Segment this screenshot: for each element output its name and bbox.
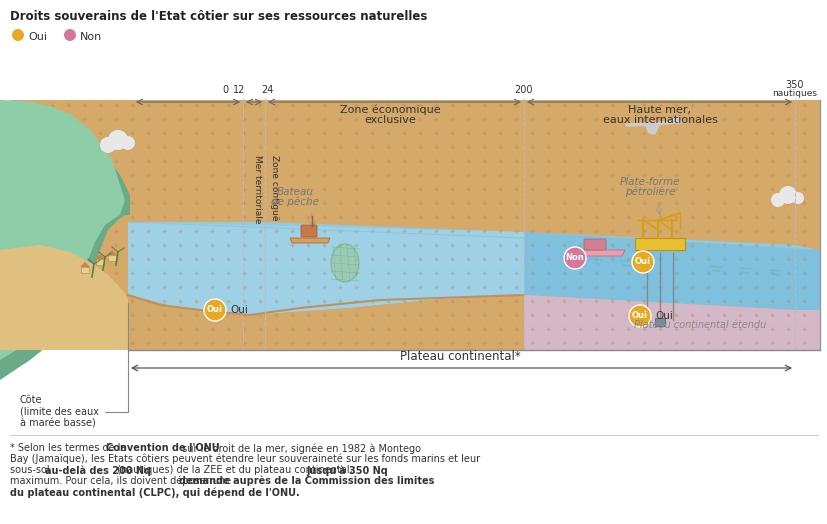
Text: 24: 24: [261, 85, 273, 95]
Polygon shape: [80, 262, 90, 267]
Polygon shape: [523, 232, 819, 310]
Polygon shape: [10, 100, 819, 350]
Text: Oui: Oui: [634, 257, 650, 267]
Polygon shape: [128, 222, 819, 315]
Text: (nautiques) de la ZEE et du plateau continental,: (nautiques) de la ZEE et du plateau cont…: [114, 465, 356, 475]
Text: Plateau continental étendu: Plateau continental étendu: [633, 320, 765, 330]
Circle shape: [108, 130, 128, 150]
Polygon shape: [289, 238, 330, 243]
Circle shape: [563, 247, 586, 269]
Text: Bateau: Bateau: [276, 187, 313, 197]
Text: Haute mer,: Haute mer,: [628, 105, 691, 115]
Bar: [81, 267, 88, 273]
Text: Mer territoriale: Mer territoriale: [253, 155, 261, 224]
Polygon shape: [644, 125, 659, 135]
Text: Côte
(limite des eaux
à marée basse): Côte (limite des eaux à marée basse): [20, 303, 128, 428]
FancyBboxPatch shape: [654, 318, 664, 326]
Text: Droits souverains de l'Etat côtier sur ses ressources naturelles: Droits souverains de l'Etat côtier sur s…: [10, 10, 427, 23]
Text: maximum. Pour cela, ils doivent déposer une: maximum. Pour cela, ils doivent déposer …: [10, 476, 234, 486]
Circle shape: [770, 193, 784, 207]
Circle shape: [631, 251, 653, 273]
Ellipse shape: [331, 244, 359, 282]
Text: sous-sol: sous-sol: [10, 465, 53, 475]
Polygon shape: [523, 295, 819, 350]
Text: jusqu'à 350 Nq: jusqu'à 350 Nq: [306, 465, 388, 475]
Polygon shape: [577, 250, 624, 256]
Text: Oui: Oui: [28, 32, 47, 42]
Text: eaux internationales: eaux internationales: [602, 115, 716, 125]
Polygon shape: [128, 222, 523, 315]
Text: Non: Non: [565, 254, 584, 263]
Text: Oui: Oui: [631, 311, 648, 321]
Circle shape: [121, 136, 135, 150]
Text: pétrolière: pétrolière: [624, 187, 675, 197]
Text: Plate-forme: Plate-forme: [619, 177, 680, 187]
Text: Zone économique: Zone économique: [339, 104, 440, 115]
Polygon shape: [0, 100, 130, 380]
Text: Bay (Jamaïque), les Etats côtiers peuvent étendre leur souveraineté sur les fond: Bay (Jamaïque), les Etats côtiers peuven…: [10, 454, 480, 464]
Circle shape: [64, 29, 76, 41]
Text: Oui: Oui: [654, 311, 672, 321]
Bar: [108, 255, 116, 261]
Text: demande auprès de la Commission des limites: demande auprès de la Commission des limi…: [179, 476, 434, 486]
Text: du plateau continental (CLPC), qui dépend de l'ONU.: du plateau continental (CLPC), qui dépen…: [10, 487, 299, 497]
Polygon shape: [0, 245, 128, 350]
Polygon shape: [0, 100, 125, 360]
Bar: [96, 259, 104, 265]
Text: Oui: Oui: [230, 305, 247, 315]
FancyBboxPatch shape: [301, 225, 317, 237]
Circle shape: [778, 186, 796, 204]
Polygon shape: [128, 295, 819, 350]
Circle shape: [100, 137, 116, 153]
Text: Oui: Oui: [207, 305, 222, 314]
FancyBboxPatch shape: [634, 238, 684, 250]
Polygon shape: [107, 250, 117, 255]
Text: au-delà des 200 Nq: au-delà des 200 Nq: [45, 465, 151, 475]
Text: de pêche: de pêche: [270, 196, 318, 207]
Text: sur le droit de la mer, signée en 1982 à Montego: sur le droit de la mer, signée en 1982 à…: [179, 443, 421, 453]
Circle shape: [791, 192, 803, 204]
Text: Plateau continental*: Plateau continental*: [399, 350, 519, 363]
Text: Non: Non: [80, 32, 102, 42]
Circle shape: [12, 29, 24, 41]
Text: Convention de l'ONU: Convention de l'ONU: [106, 443, 220, 453]
Text: 200: 200: [514, 85, 533, 95]
Text: nautiques: nautiques: [772, 89, 816, 98]
Text: 0: 0: [222, 85, 227, 95]
Circle shape: [203, 299, 226, 321]
Text: 350: 350: [785, 80, 803, 90]
Ellipse shape: [624, 124, 630, 126]
Text: 12: 12: [232, 85, 245, 95]
Text: * Selon les termes de la: * Selon les termes de la: [10, 443, 130, 453]
Polygon shape: [95, 254, 105, 259]
Circle shape: [629, 305, 650, 327]
Polygon shape: [523, 285, 819, 350]
Text: Zone contiguë: Zone contiguë: [270, 155, 279, 221]
FancyBboxPatch shape: [583, 239, 605, 250]
Polygon shape: [672, 116, 679, 122]
Text: exclusive: exclusive: [364, 115, 415, 125]
